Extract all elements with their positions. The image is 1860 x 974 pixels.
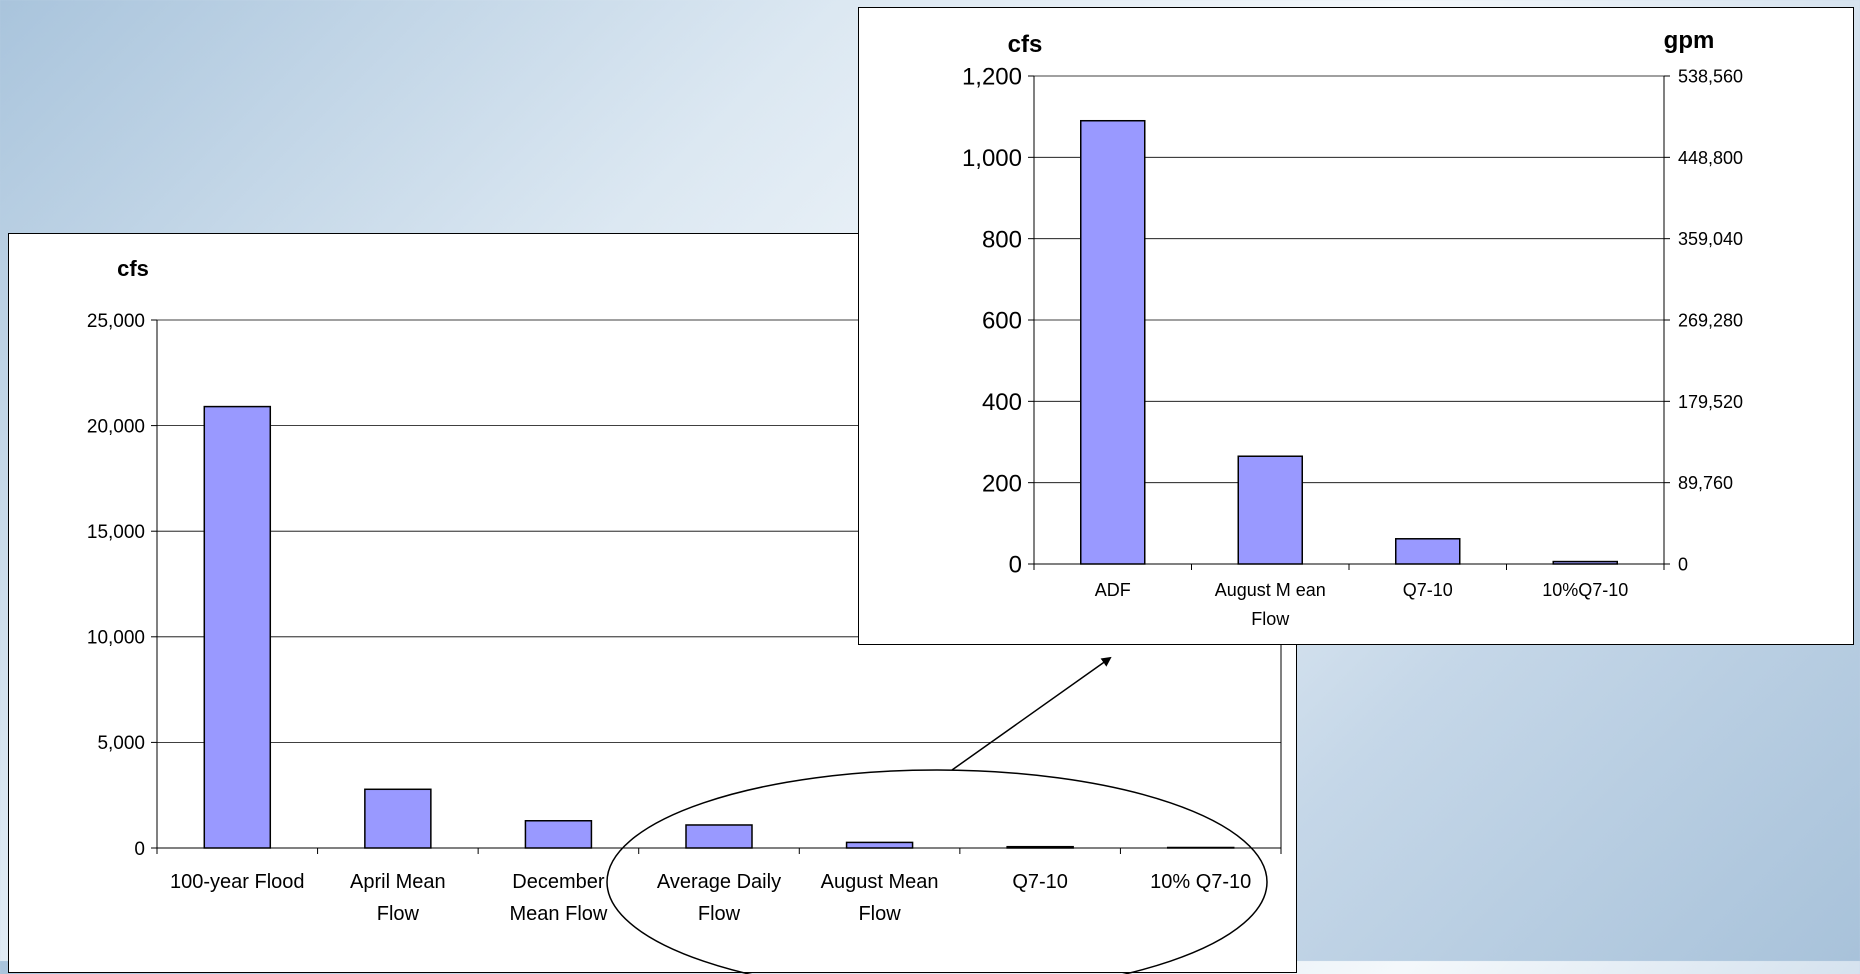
inset-chart-panel: 0 0 200 89,760 400 179,520 600 269,280 800 359,04… (858, 7, 1854, 645)
inset-y2tick-label: 89,760 (1678, 473, 1733, 493)
main-ylabel: cfs (117, 256, 149, 281)
main-ytick-label: 15,000 (87, 522, 145, 543)
inset-bar (1237, 455, 1303, 565)
inset-y2tick-label: 0 (1678, 554, 1688, 574)
main-category-label: Average Daily (657, 871, 781, 893)
main-bar (845, 841, 914, 849)
main-category-label: Flow (377, 903, 420, 925)
main-category-label: 100-year Flood (170, 871, 305, 893)
main-bar (524, 820, 593, 849)
inset-bar (1395, 538, 1461, 565)
main-category-label: Mean Flow (510, 903, 608, 925)
main-category-label: December (512, 871, 605, 893)
inset-bar (1552, 560, 1618, 565)
inset-y2tick-label: 359,040 (1678, 229, 1743, 249)
main-ytick-label: 10,000 (87, 628, 145, 649)
inset-ytick-label: 200 (982, 470, 1022, 497)
inset-y2tick-label: 448,800 (1678, 148, 1743, 168)
inset-ytick-label: 1,000 (962, 145, 1022, 172)
main-ytick-label: 25,000 (87, 311, 145, 332)
inset-ytick-label: 800 (982, 226, 1022, 253)
main-bar (203, 405, 272, 849)
main-category-label: August Mean (821, 871, 939, 893)
main-bar (364, 788, 432, 849)
inset-category-label: Flow (1251, 609, 1290, 629)
inset-y2tick-label: 269,280 (1678, 310, 1743, 330)
main-bar (1166, 846, 1235, 849)
inset-y2tick-label: 538,560 (1678, 66, 1743, 86)
main-category-label: Flow (858, 903, 901, 925)
inset-ytick-label: 600 (982, 308, 1022, 335)
inset-category-label: August M ean (1215, 580, 1326, 600)
main-category-label: 10% Q7-10 (1150, 871, 1251, 893)
inset-ytick-label: 0 (1009, 552, 1022, 579)
inset-category-label: 10%Q7-10 (1542, 580, 1628, 600)
inset-category-label: ADF (1095, 580, 1131, 600)
main-bar (685, 824, 753, 849)
main-category-label: Q7-10 (1012, 871, 1068, 893)
main-bar (1006, 845, 1074, 849)
inset-y2tick-label: 179,520 (1678, 392, 1743, 412)
inset-bar (1080, 119, 1146, 565)
inset-category-label: Q7-10 (1403, 580, 1453, 600)
main-ytick-label: 5,000 (97, 733, 145, 754)
main-ytick-label: 0 (134, 839, 145, 860)
main-ytick-label: 20,000 (87, 416, 145, 437)
inset-ytick-label: 1,200 (962, 64, 1022, 91)
main-category-label: Flow (698, 903, 741, 925)
inset-ytick-label: 400 (982, 389, 1022, 416)
inset-chart: 0 0 200 89,760 400 179,520 600 269,280 800 359,04… (962, 27, 1743, 629)
main-category-label: April Mean (350, 871, 446, 893)
inset-y2label: gpm (1664, 27, 1715, 54)
inset-ylabel: cfs (1008, 31, 1043, 58)
